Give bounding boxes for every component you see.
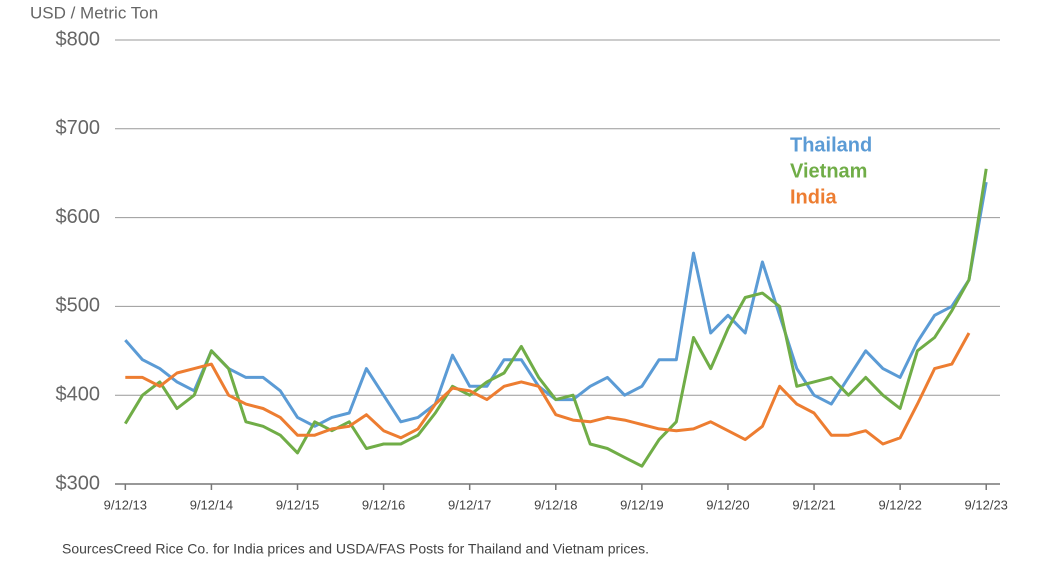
legend-label: India	[790, 186, 838, 208]
x-tick-label: 9/12/22	[878, 497, 921, 512]
y-tick-label: $300	[56, 472, 101, 494]
x-tick-label: 9/12/21	[792, 497, 835, 512]
y-tick-label: $500	[56, 295, 101, 317]
y-tick-label: $700	[56, 117, 101, 139]
source-note: SourcesCreed Rice Co. for India prices a…	[62, 541, 649, 557]
line-series	[124, 168, 988, 468]
y-tick-label: $600	[56, 206, 101, 228]
x-tick-label: 9/12/14	[190, 497, 233, 512]
x-tick-label: 9/12/15	[276, 497, 319, 512]
legend-label: Vietnam	[790, 160, 867, 182]
x-tick-label: 9/12/20	[706, 497, 749, 512]
y-tick-label: $400	[56, 383, 101, 405]
line-series	[124, 181, 988, 428]
x-tick-label: 9/12/16	[362, 497, 405, 512]
x-tick-label: 9/12/23	[965, 497, 1008, 512]
x-tick-label: 9/12/19	[620, 497, 663, 512]
y-axis-label: USD / Metric Ton	[30, 3, 158, 22]
x-tick-label: 9/12/17	[448, 497, 491, 512]
line-series	[125, 332, 971, 446]
x-tick-label: 9/12/13	[104, 497, 147, 512]
y-tick-label: $800	[56, 28, 101, 50]
legend-label: Thailand	[790, 134, 872, 156]
x-tick-label: 9/12/18	[534, 497, 577, 512]
